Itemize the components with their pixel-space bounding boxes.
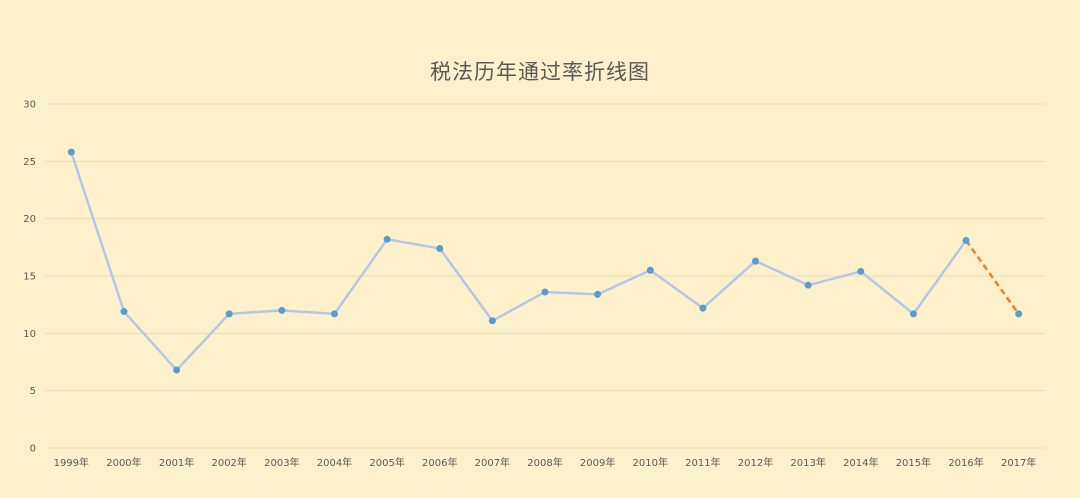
series-markers: [67, 148, 1023, 374]
y-tick-label: 0: [30, 444, 36, 455]
y-tick-label: 30: [23, 100, 36, 111]
gridlines: [45, 103, 1045, 449]
y-tick-label: 20: [23, 214, 36, 225]
data-point: [804, 281, 812, 289]
x-tick-label: 2017年: [1001, 456, 1036, 469]
data-point: [488, 317, 496, 325]
data-point: [646, 266, 654, 274]
data-point: [541, 288, 549, 296]
x-tick-label: 2000年: [106, 456, 141, 469]
x-tick-label: 2006年: [422, 456, 457, 469]
data-point: [278, 306, 286, 314]
y-tick-label: 10: [23, 329, 36, 340]
y-tick-label: 25: [23, 157, 36, 168]
x-tick-label: 2015年: [896, 456, 931, 469]
x-tick-label: 2011年: [685, 456, 720, 469]
y-tick-label: 5: [30, 386, 36, 397]
series-line-dashed-segment: [965, 239, 1020, 315]
data-point: [1015, 310, 1023, 318]
x-tick-label: 2002年: [211, 456, 246, 469]
data-point: [436, 244, 444, 252]
x-tick-label: 2009年: [580, 456, 615, 469]
data-point: [383, 235, 391, 243]
chart-title: 税法历年通过率折线图: [430, 60, 650, 84]
x-tick-label: 2012年: [738, 456, 773, 469]
data-point: [173, 366, 181, 374]
x-tick-label: 2007年: [475, 456, 510, 469]
data-point: [67, 148, 75, 156]
x-tick-label: 2014年: [843, 456, 878, 469]
x-tick-label: 2010年: [633, 456, 668, 469]
data-point: [909, 310, 917, 318]
data-point: [225, 310, 233, 318]
data-point: [120, 308, 128, 316]
x-tick-label: 2005年: [369, 456, 404, 469]
y-axis-ticks: 0 5 10 15 20 25 30: [23, 100, 36, 455]
x-tick-label: 2016年: [948, 456, 983, 469]
series-line-solid: [70, 151, 968, 372]
x-tick-label: 2008年: [527, 456, 562, 469]
x-tick-label: 1999年: [54, 456, 89, 469]
series-line: [70, 151, 1020, 372]
data-point: [330, 310, 338, 318]
y-tick-label: 15: [23, 272, 36, 283]
x-tick-label: 2013年: [790, 456, 825, 469]
data-point: [594, 290, 602, 298]
x-tick-label: 2001年: [159, 456, 194, 469]
data-point: [699, 304, 707, 312]
x-tick-label: 2004年: [317, 456, 352, 469]
x-axis-ticks: 1999年 2000年 2001年 2002年 2003年 2004年 2005年 2006年…: [54, 456, 1037, 469]
data-point: [752, 257, 760, 265]
data-point: [857, 267, 865, 275]
data-point: [962, 236, 970, 244]
x-tick-label: 2003年: [264, 456, 299, 469]
